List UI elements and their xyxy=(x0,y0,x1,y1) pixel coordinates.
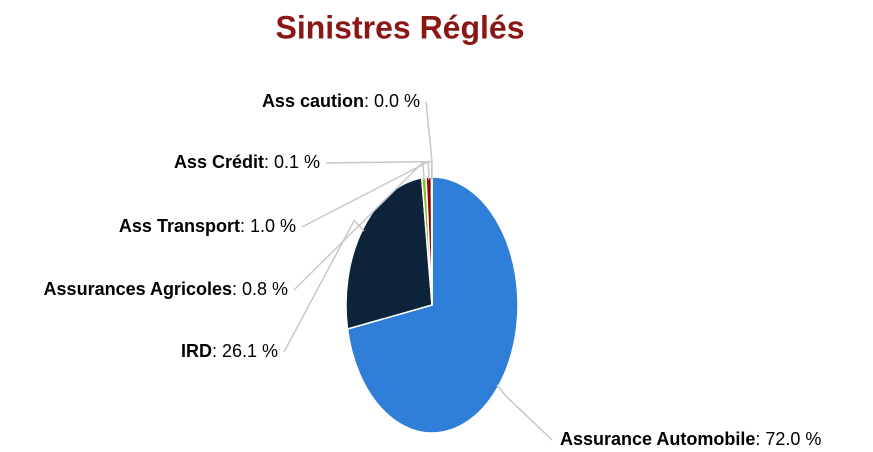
label-name: IRD xyxy=(181,341,212,361)
data-label: Ass caution: 0.0 % xyxy=(262,91,420,111)
data-label: Ass Crédit: 0.1 % xyxy=(174,152,320,172)
label-value: : 0.8 % xyxy=(232,279,288,299)
leader-line xyxy=(496,384,553,441)
data-label: Assurance Automobile: 72.0 % xyxy=(560,429,821,449)
leader-line xyxy=(325,160,433,180)
label-value: : 0.0 % xyxy=(364,91,420,111)
data-label: IRD: 26.1 % xyxy=(181,341,278,361)
data-label: Ass Transport: 1.0 % xyxy=(119,216,296,236)
leader-line xyxy=(283,219,365,353)
label-name: Ass Transport xyxy=(119,216,240,236)
leader-line xyxy=(425,101,433,180)
label-value: : 26.1 % xyxy=(212,341,278,361)
pie-slice xyxy=(345,177,433,330)
label-name: Assurance Automobile xyxy=(560,429,755,449)
data-label: Assurances Agricoles: 0.8 % xyxy=(44,279,288,299)
label-name: Ass caution xyxy=(262,91,364,111)
label-value: : 0.1 % xyxy=(264,152,320,172)
chart-title: Sinistres Réglés xyxy=(276,9,525,45)
label-name: Ass Crédit xyxy=(174,152,264,172)
label-name: Assurances Agricoles xyxy=(44,279,232,299)
label-value: : 1.0 % xyxy=(240,216,296,236)
label-value: : 72.0 % xyxy=(755,429,821,449)
